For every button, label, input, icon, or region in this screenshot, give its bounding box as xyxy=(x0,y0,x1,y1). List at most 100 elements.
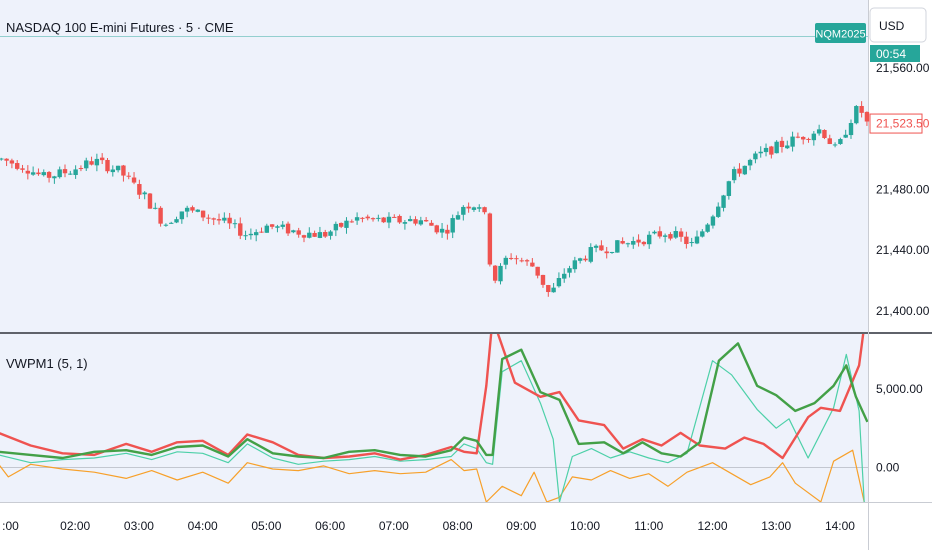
candle xyxy=(413,216,418,226)
candle xyxy=(801,136,806,145)
candle xyxy=(259,227,264,233)
candle xyxy=(349,219,354,223)
candle xyxy=(386,212,392,229)
candle xyxy=(301,234,307,243)
candle xyxy=(848,119,854,139)
currency-button[interactable]: USD xyxy=(869,7,927,43)
candle xyxy=(705,223,710,233)
candle xyxy=(668,232,673,241)
candle xyxy=(530,258,535,267)
contract-badge-bg xyxy=(815,23,866,43)
candle xyxy=(790,131,795,152)
candle xyxy=(105,158,110,174)
last-price-text: 21,523.50 xyxy=(876,117,930,131)
candle xyxy=(99,153,105,165)
candle xyxy=(482,206,487,215)
candle xyxy=(747,158,753,171)
candle xyxy=(232,219,238,229)
candle xyxy=(121,164,126,182)
last-price-tag: 21,523.50 xyxy=(869,113,930,134)
candle xyxy=(662,233,668,243)
candle xyxy=(514,255,519,265)
candle xyxy=(604,246,609,259)
indicator-lines-layer xyxy=(0,334,868,502)
countdown-text: 00:54 xyxy=(876,47,906,61)
time-axis-tick: 12:00 xyxy=(697,519,727,533)
candle xyxy=(137,179,142,199)
price-axis-tick: 21,400.00 xyxy=(876,304,930,318)
candle xyxy=(174,216,179,224)
candle xyxy=(338,222,344,229)
candle xyxy=(323,229,328,238)
symbol-title[interactable]: NASDAQ 100 E-mini Futures · 5 · CME xyxy=(6,20,234,35)
candle xyxy=(126,172,131,180)
candle xyxy=(721,194,726,212)
candles-layer xyxy=(0,101,870,297)
candle xyxy=(769,145,774,159)
candle xyxy=(503,255,509,270)
candle xyxy=(455,211,461,220)
candle xyxy=(397,214,402,224)
candle xyxy=(110,165,116,177)
candle xyxy=(466,202,471,213)
candle xyxy=(333,221,339,237)
last-price-tag-bg xyxy=(869,113,923,134)
candle xyxy=(625,242,631,248)
candle xyxy=(434,224,439,235)
candle xyxy=(211,217,216,226)
indicator-axis-tick: 0.00 xyxy=(876,460,900,474)
candle xyxy=(652,230,657,235)
candle xyxy=(827,134,832,145)
currency-button-label: USD xyxy=(879,19,905,33)
candle xyxy=(296,227,301,238)
candle xyxy=(646,231,652,249)
candle xyxy=(253,229,259,242)
candle xyxy=(147,193,153,209)
candle xyxy=(84,157,89,171)
candle xyxy=(52,175,57,184)
time-axis-tick: 11:00 xyxy=(634,519,663,533)
candle xyxy=(779,136,785,153)
candle xyxy=(609,251,615,254)
candle xyxy=(184,205,190,218)
candle xyxy=(471,206,477,212)
candle xyxy=(328,230,333,240)
candle xyxy=(726,180,732,200)
contract-badge-text: NQM2025 xyxy=(815,29,865,41)
contract-badge[interactable]: NQM2025 xyxy=(815,23,866,43)
candle xyxy=(68,170,73,175)
candle xyxy=(0,157,4,161)
candle xyxy=(785,140,790,150)
candle xyxy=(631,236,636,249)
candle xyxy=(864,111,870,126)
candle xyxy=(774,140,779,154)
candle xyxy=(418,216,424,226)
candle xyxy=(376,214,381,222)
candle xyxy=(450,214,455,239)
candle xyxy=(222,212,227,224)
time-axis-labels[interactable]: :00 02:00 03:00 04:00 05:00 06:00 07:00 08:00 09… xyxy=(2,519,855,533)
candle xyxy=(556,272,562,288)
candle xyxy=(498,263,503,285)
candle xyxy=(238,217,243,240)
time-axis-tick: 10:00 xyxy=(570,519,600,533)
indicator-label[interactable]: VWPM1 (5, 1) xyxy=(6,356,88,371)
candle xyxy=(535,266,540,279)
time-axis-tick: 03:00 xyxy=(124,519,154,533)
candle xyxy=(753,151,758,164)
time-axis-tick: 05:00 xyxy=(251,519,281,533)
candle xyxy=(317,226,323,239)
candle xyxy=(657,226,663,239)
candle xyxy=(710,214,716,229)
candle xyxy=(731,166,737,184)
time-axis-tick: 13:00 xyxy=(761,519,791,533)
candle xyxy=(291,229,296,234)
candle xyxy=(169,221,174,224)
candle xyxy=(811,131,817,146)
candle xyxy=(832,142,838,148)
candle xyxy=(816,124,822,136)
candle xyxy=(264,223,270,233)
candle xyxy=(62,164,68,178)
